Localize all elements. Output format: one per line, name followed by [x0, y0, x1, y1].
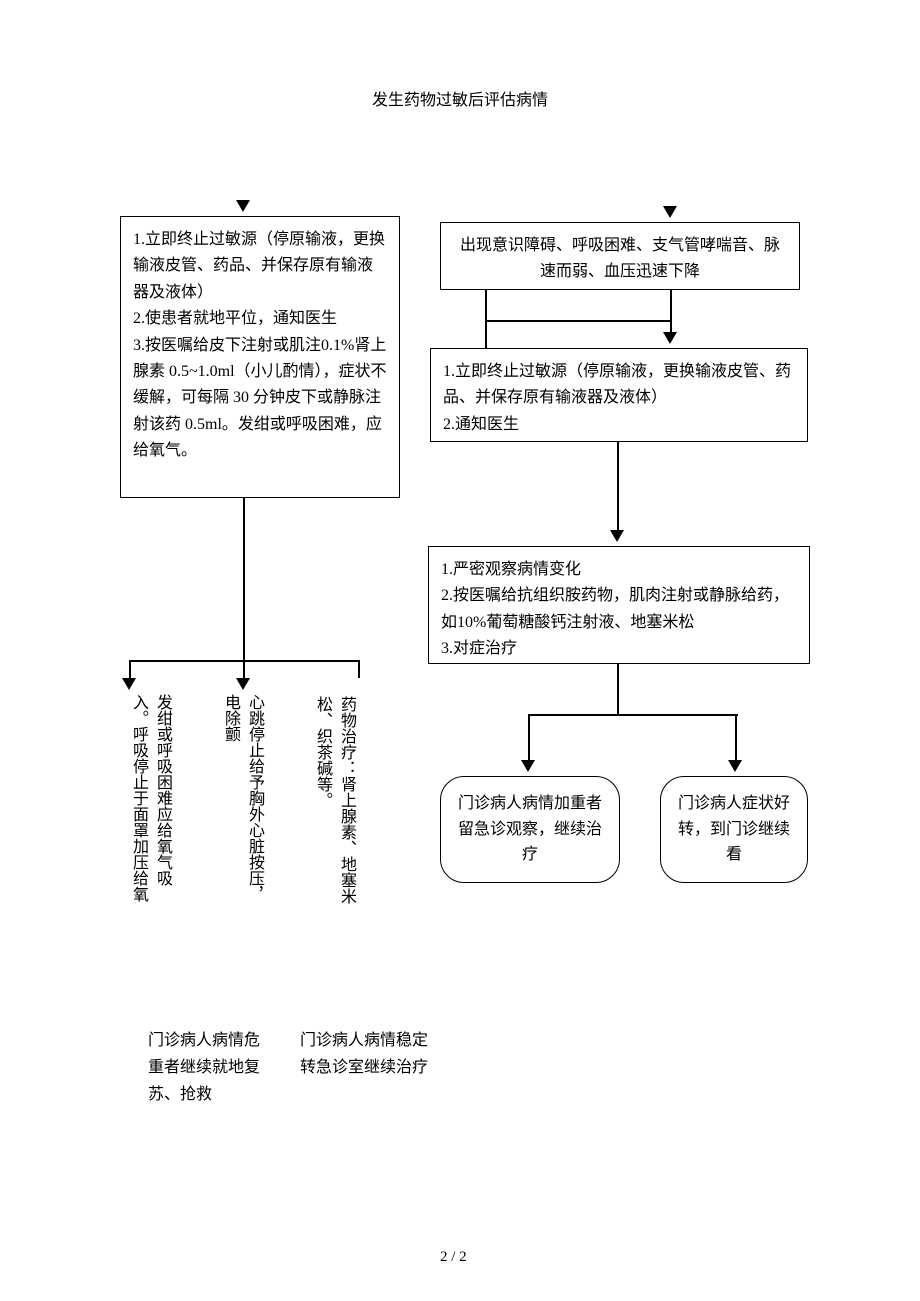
oval-improve: 门诊病人症状好转，到门诊继续看: [660, 776, 808, 883]
oval-worsen: 门诊病人病情加重者留急诊观察，继续治疗: [440, 776, 620, 883]
vcol-drugs: 药物治疗：肾上腺素、地塞米松、织茶碱等。: [310, 696, 358, 906]
arrow-icon: [663, 206, 677, 218]
page-title: 发生药物过敏后评估病情: [372, 86, 548, 110]
connector-line: [617, 442, 619, 530]
connector-line: [735, 714, 737, 760]
right-observe-box: 1.严密观察病情变化 2.按医嘱给抗组织胺药物，肌肉注射或静脉给药，如10%葡萄…: [428, 546, 810, 664]
arrow-icon: [663, 332, 677, 344]
left-severe-box: 1.立即终止过敏源（停原输液，更换输液皮管、药品、并保存原有输液器及液体） 2.…: [120, 216, 400, 498]
page-footer: 2 / 2: [440, 1249, 467, 1266]
connector-line: [485, 320, 671, 322]
arrow-icon: [521, 760, 535, 772]
arrow-icon: [236, 200, 250, 212]
connector-line: [358, 660, 360, 678]
connector-line: [670, 290, 672, 332]
connector-line: [528, 714, 738, 716]
bottom-stable: 门诊病人病情稳定转急诊室继续治疗: [300, 1027, 430, 1081]
connector-line: [243, 498, 245, 660]
arrow-icon: [728, 760, 742, 772]
bottom-critical: 门诊病人病情危重者继续就地复苏、抢救: [148, 1027, 268, 1109]
connector-line: [129, 660, 131, 678]
connector-line: [243, 660, 245, 678]
right-stop-box: 1.立即终止过敏源（停原输液，更换输液皮管、药品、并保存原有输液器及液体） 2.…: [430, 348, 808, 442]
right-symptom-box: 出现意识障碍、呼吸困难、支气管哮喘音、脉速而弱、血压迅速下降: [440, 222, 800, 290]
vcol-cpr: 心跳停止给予胸外心脏按压，电除颤: [218, 694, 266, 904]
connector-line: [485, 290, 487, 348]
connector-line: [617, 664, 619, 714]
arrow-icon: [610, 530, 624, 542]
arrow-icon: [122, 678, 136, 690]
connector-line: [528, 714, 530, 760]
vcol-oxygen: 发绀或呼吸困难应给氧气吸入。呼吸停止于面罩加压给氧: [126, 694, 174, 904]
arrow-icon: [236, 678, 250, 690]
